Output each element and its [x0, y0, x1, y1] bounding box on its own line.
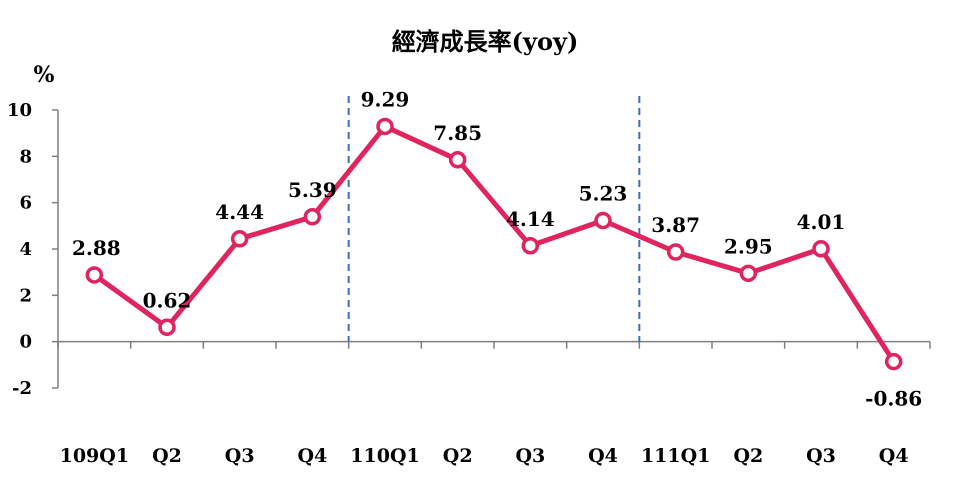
data-point	[85, 266, 104, 284]
series-line	[85, 117, 903, 371]
data-label: 3.87	[651, 213, 700, 237]
data-point	[376, 117, 394, 136]
x-tick-label: Q3	[515, 445, 545, 467]
data-point	[884, 352, 903, 371]
data-label: 4.44	[215, 200, 264, 224]
y-axis-unit: %	[34, 62, 55, 88]
series-path	[92, 123, 896, 363]
data-label: 7.85	[433, 121, 482, 145]
data-label: 5.39	[288, 178, 337, 202]
data-label: 2.88	[72, 236, 121, 260]
data-point	[230, 230, 249, 248]
x-tick-label: Q4	[297, 445, 327, 467]
data-point	[812, 240, 830, 258]
y-tick-labels: 10 8 6 4 2 0 -2	[7, 100, 32, 399]
x-tick-label: 111Q1	[641, 445, 710, 467]
data-point	[448, 151, 467, 169]
x-tick-labels: 109Q1 Q2 Q3 Q4 110Q1 Q2 Q3 Q4 111Q1 Q2 Q3 Q4	[60, 445, 909, 467]
y-tick-label: -2	[12, 378, 32, 399]
data-label: 4.01	[797, 210, 846, 234]
y-tick-label: 0	[19, 332, 32, 353]
x-tick-label: Q3	[225, 445, 255, 467]
year-separators	[347, 96, 641, 342]
data-point	[739, 264, 758, 283]
x-tick-label: Q4	[879, 445, 909, 467]
y-tick-label: 2	[19, 285, 32, 306]
data-label: 9.29	[361, 87, 410, 111]
x-tick-label: Q2	[733, 445, 763, 467]
data-point	[158, 318, 176, 337]
x-tick-label: Q2	[443, 445, 473, 467]
data-labels: 2.88 0.62 4.44 5.39 9.29 7.85 4.14 5.23 3.87 2.95…	[72, 87, 922, 410]
chart-title: 經濟成長率(yoy)	[392, 27, 579, 56]
data-label: 4.14	[506, 207, 555, 231]
x-tick-label: Q4	[588, 445, 618, 467]
y-tick-label: 10	[7, 100, 32, 121]
data-label: 5.23	[579, 182, 628, 206]
data-point	[303, 208, 322, 226]
axes	[52, 109, 931, 389]
y-tick-label: 6	[19, 193, 32, 214]
y-tick-label: 4	[19, 239, 32, 260]
y-tick-label: 8	[19, 146, 32, 167]
data-point	[666, 243, 685, 261]
x-tick-label: 109Q1	[60, 445, 129, 467]
data-point	[594, 211, 612, 230]
data-label: 2.95	[724, 234, 773, 258]
data-point	[521, 237, 540, 255]
x-tick-label: Q2	[152, 445, 182, 467]
data-label: 0.62	[143, 288, 192, 312]
data-label: -0.86	[865, 387, 922, 411]
x-tick-label: 110Q1	[350, 445, 419, 467]
x-tick-label: Q3	[806, 445, 836, 467]
